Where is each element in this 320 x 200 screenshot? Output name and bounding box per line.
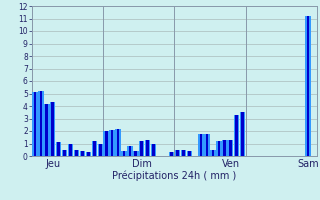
- Bar: [56, 142, 61, 156]
- Bar: [146, 140, 149, 156]
- Bar: [145, 140, 150, 156]
- Bar: [45, 104, 48, 156]
- Bar: [170, 152, 173, 156]
- Bar: [139, 141, 144, 156]
- Bar: [87, 152, 90, 156]
- Bar: [38, 91, 44, 156]
- Bar: [75, 150, 78, 156]
- Bar: [134, 151, 137, 156]
- Bar: [218, 141, 220, 156]
- Bar: [116, 129, 121, 156]
- Bar: [81, 151, 84, 156]
- Bar: [151, 144, 156, 156]
- Bar: [234, 115, 239, 156]
- Bar: [182, 150, 185, 156]
- Bar: [305, 16, 311, 156]
- Bar: [216, 141, 221, 156]
- Bar: [69, 144, 72, 156]
- Bar: [222, 140, 228, 156]
- Bar: [103, 131, 109, 156]
- Bar: [152, 144, 155, 156]
- Bar: [117, 129, 119, 156]
- X-axis label: Précipitations 24h ( mm ): Précipitations 24h ( mm ): [112, 170, 236, 181]
- Bar: [121, 151, 127, 156]
- Bar: [204, 134, 210, 156]
- Bar: [140, 141, 143, 156]
- Bar: [92, 141, 97, 156]
- Bar: [99, 144, 101, 156]
- Bar: [80, 151, 85, 156]
- Bar: [307, 16, 309, 156]
- Bar: [62, 150, 67, 156]
- Bar: [187, 151, 192, 156]
- Bar: [50, 102, 55, 156]
- Bar: [40, 91, 42, 156]
- Bar: [229, 140, 232, 156]
- Bar: [68, 144, 73, 156]
- Bar: [52, 102, 54, 156]
- Bar: [176, 150, 179, 156]
- Bar: [180, 150, 186, 156]
- Bar: [240, 112, 245, 156]
- Bar: [44, 104, 50, 156]
- Bar: [86, 152, 91, 156]
- Bar: [32, 92, 38, 156]
- Bar: [34, 92, 36, 156]
- Bar: [129, 146, 131, 156]
- Bar: [188, 151, 191, 156]
- Bar: [93, 141, 96, 156]
- Bar: [212, 150, 214, 156]
- Bar: [236, 115, 238, 156]
- Bar: [241, 112, 244, 156]
- Bar: [198, 134, 204, 156]
- Bar: [210, 150, 216, 156]
- Bar: [175, 150, 180, 156]
- Bar: [57, 142, 60, 156]
- Bar: [228, 140, 233, 156]
- Bar: [206, 134, 208, 156]
- Bar: [223, 140, 226, 156]
- Bar: [127, 146, 132, 156]
- Bar: [74, 150, 79, 156]
- Bar: [105, 131, 108, 156]
- Bar: [200, 134, 203, 156]
- Bar: [111, 130, 113, 156]
- Bar: [98, 144, 103, 156]
- Bar: [169, 152, 174, 156]
- Bar: [109, 130, 115, 156]
- Bar: [63, 150, 66, 156]
- Bar: [123, 151, 125, 156]
- Bar: [133, 151, 139, 156]
